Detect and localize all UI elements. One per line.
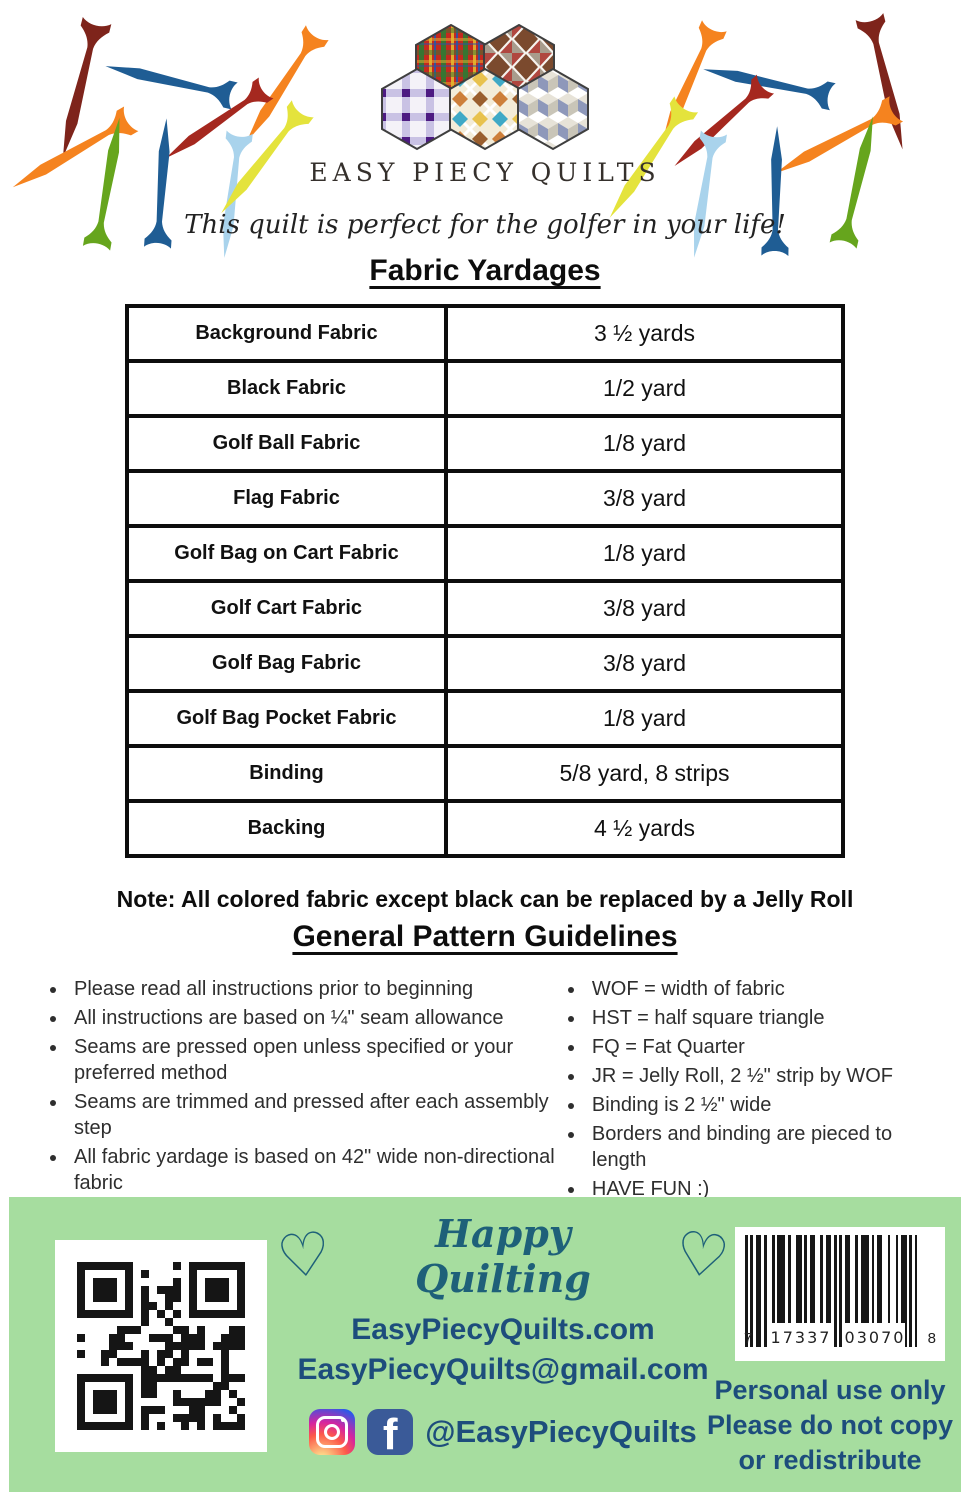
yardage-cell: 3/8 yard <box>444 469 845 528</box>
list-item: Borders and binding are pieced to length <box>586 1121 940 1173</box>
list-item: All instructions are based on ¼" seam al… <box>68 1005 558 1031</box>
list-item: Seams are pressed open unless specified … <box>68 1034 558 1086</box>
golf-tee-icon <box>230 21 334 154</box>
list-item: All fabric yardage is based on 42" wide … <box>68 1144 558 1196</box>
yardage-cell: 5/8 yard, 8 strips <box>444 744 845 803</box>
fabric-name-cell: Background Fabric <box>125 304 448 363</box>
barcode-digit-last: 8 <box>927 1330 936 1347</box>
table-row: Golf Bag Fabric 3/8 yard <box>125 634 845 693</box>
fabric-name-cell: Golf Ball Fabric <box>125 414 448 473</box>
social-handle[interactable]: @EasyPiecyQuilts <box>425 1414 697 1449</box>
barcode-digits-right: 03070 <box>845 1323 905 1347</box>
yardage-cell: 1/2 yard <box>444 359 845 418</box>
golf-tee-icon <box>139 114 184 251</box>
logo-wordmark: EASY PIECY QUILTS <box>309 158 661 187</box>
golf-tee-icon <box>205 95 319 226</box>
golf-tee-icon <box>825 110 892 253</box>
general-pattern-guidelines-title: General Pattern Guidelines <box>292 920 678 953</box>
barcode: 17337 03070 7 8 <box>735 1227 945 1361</box>
footer-banner: ♡ Happy Quilting ♡ EasyPiecyQuilts.com E… <box>9 1197 961 1492</box>
list-item: Seams are trimmed and pressed after each… <box>68 1089 558 1141</box>
yardage-cell: 3/8 yard <box>444 634 845 693</box>
list-item: HAVE FUN :) <box>586 1176 940 1202</box>
heart-icon: ♡ <box>670 1218 734 1293</box>
heart-icon: ♡ <box>273 1219 335 1292</box>
guidelines-columns: Please read all instructions prior to be… <box>40 976 940 1205</box>
table-row: Backing 4 ½ yards <box>125 799 845 858</box>
golf-tee-icon <box>592 91 703 230</box>
golf-tee-icon <box>206 127 257 262</box>
fabric-name-cell: Binding <box>125 744 448 803</box>
golf-tees-decoration <box>0 0 970 260</box>
guidelines-left-list: Please read all instructions prior to be… <box>40 976 558 1205</box>
golf-tee-icon <box>757 123 795 259</box>
fabric-name-cell: Golf Bag Fabric <box>125 634 448 693</box>
usage-line: Please do not copy <box>706 1410 954 1441</box>
table-row: Golf Bag Pocket Fabric 1/8 yard <box>125 689 845 748</box>
table-row: Golf Ball Fabric 1/8 yard <box>125 414 845 473</box>
hexagon-fabric-logo <box>381 24 589 150</box>
fabric-yardage-table: Background Fabric 3 ½ yards Black Fabric 1… <box>125 304 845 858</box>
qr-code <box>55 1240 267 1452</box>
usage-notice: Personal use only Please do not copy or … <box>697 1373 963 1478</box>
table-row: Background Fabric 3 ½ yards <box>125 304 845 363</box>
fabric-yardages-title: Fabric Yardages <box>369 254 601 287</box>
tagline: This quilt is perfect for the golfer in … <box>184 210 786 240</box>
yardage-cell: 1/8 yard <box>444 689 845 748</box>
fabric-name-cell: Golf Bag on Cart Fabric <box>125 524 448 583</box>
fabric-name-cell: Golf Cart Fabric <box>125 579 448 638</box>
golf-tee-icon <box>43 13 117 165</box>
table-row: Golf Cart Fabric 3/8 yard <box>125 579 845 638</box>
facebook-icon[interactable]: f <box>367 1409 414 1455</box>
yardage-cell: 4 ½ yards <box>444 799 845 858</box>
table-row: Black Fabric 1/2 yard <box>125 359 845 418</box>
list-item: HST = half square triangle <box>586 1005 940 1031</box>
table-row: Flag Fabric 3/8 yard <box>125 469 845 528</box>
barcode-digit-first: 7 <box>744 1330 753 1347</box>
golf-tee-icon <box>154 73 278 174</box>
list-item: JR = Jelly Roll, 2 ½" strip by WOF <box>586 1063 940 1089</box>
list-item: Please read all instructions prior to be… <box>68 976 558 1002</box>
website-link[interactable]: EasyPiecyQuilts.com <box>351 1313 655 1346</box>
list-item: FQ = Fat Quarter <box>586 1034 940 1060</box>
fabric-name-cell: Flag Fabric <box>125 469 448 528</box>
instagram-icon[interactable] <box>309 1409 356 1455</box>
golf-tee-icon <box>764 91 908 191</box>
golf-tee-icon <box>78 112 138 254</box>
yardage-cell: 3/8 yard <box>444 579 845 638</box>
list-item: Binding is 2 ½" wide <box>586 1092 940 1118</box>
fabric-name-cell: Golf Bag Pocket Fabric <box>125 689 448 748</box>
fabric-name-cell: Backing <box>125 799 448 858</box>
usage-line: Personal use only <box>714 1375 946 1405</box>
golf-tee-icon <box>1 101 143 205</box>
fabric-name-cell: Black Fabric <box>125 359 448 418</box>
table-row: Binding 5/8 yard, 8 strips <box>125 744 845 803</box>
yardage-cell: 1/8 yard <box>444 414 845 473</box>
email-link[interactable]: EasyPiecyQuilts@gmail.com <box>297 1353 709 1386</box>
social-row: f @EasyPiecyQuilts <box>277 1409 729 1455</box>
guidelines-right-list: WOF = width of fabric HST = half square … <box>558 976 940 1205</box>
golf-tee-icon <box>697 51 840 116</box>
usage-line: or redistribute <box>738 1445 922 1476</box>
barcode-digits-left: 17337 <box>771 1323 831 1347</box>
list-item: WOF = width of fabric <box>586 976 940 1002</box>
table-row: Golf Bag on Cart Fabric 1/8 yard <box>125 524 845 583</box>
happy-quilting-script: Happy Quilting <box>415 1211 591 1301</box>
yardage-cell: 3 ½ yards <box>444 304 845 363</box>
happy-quilting-row: ♡ Happy Quilting ♡ <box>273 1211 734 1301</box>
golf-tee-icon <box>99 48 242 115</box>
yardage-cell: 1/8 yard <box>444 524 845 583</box>
easy-piecy-quilts-logo: EASY PIECY QUILTS <box>0 24 970 187</box>
golf-tee-icon <box>661 70 779 181</box>
jelly-roll-note: Note: All colored fabric except black ca… <box>116 886 854 912</box>
golf-tee-icon <box>676 127 731 263</box>
